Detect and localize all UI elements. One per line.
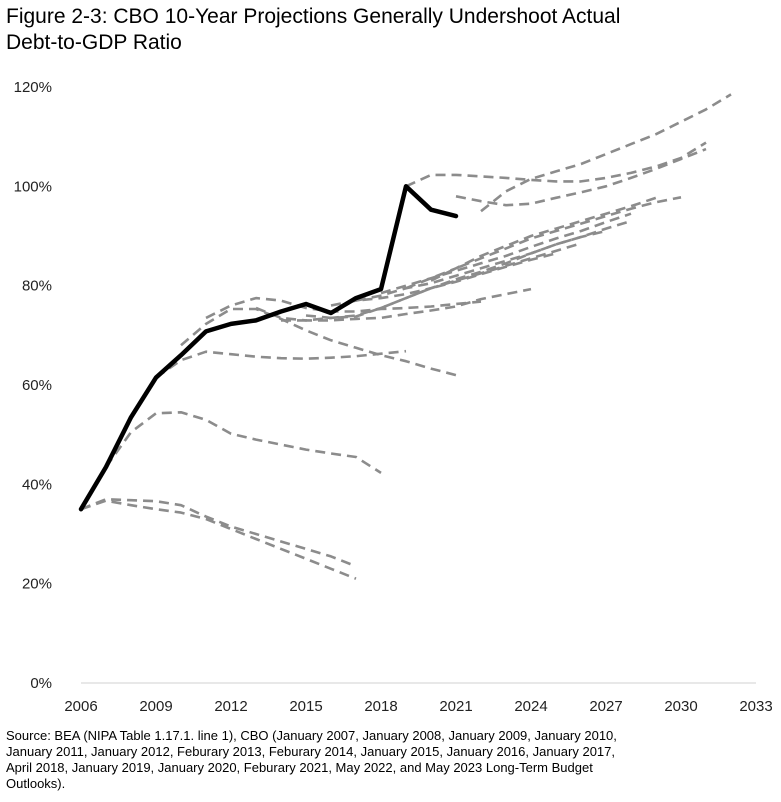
projection-line-16 [480,93,732,213]
projection-line-13 [405,196,657,290]
y-tick-label: 0% [30,675,52,692]
source-line-3: April 2018, January 2019, January 2020, … [6,760,593,775]
x-tick-label: 2006 [64,698,97,715]
y-tick-label: 80% [22,278,52,295]
projection-line-4 [155,349,407,379]
actual-debt-line [78,184,459,512]
x-tick-label: 2021 [439,698,472,715]
projection-line-1 [80,497,357,568]
x-tick-label: 2009 [139,698,172,715]
y-tick-label: 100% [14,178,52,195]
chart-title-line-1: Figure 2-3: CBO 10-Year Projections Gene… [6,5,621,28]
projection-line-6 [205,296,482,320]
x-tick-label: 2015 [289,698,322,715]
projection-lines [80,93,732,580]
y-tick-label: 20% [22,576,52,593]
x-axis-labels: 2006 2009 2012 2015 2018 2021 2024 2027 2030 2033 [64,698,772,715]
x-tick-label: 2030 [664,698,697,715]
projection-line-14 [430,196,682,282]
projection-line-3 [104,410,382,474]
y-axis-labels: 0% 20% 40% 60% 80% 100% 120% [14,79,52,692]
projection-line-5 [180,307,457,377]
x-tick-label: 2024 [514,698,547,715]
y-tick-label: 60% [22,377,52,394]
projection-line-2 [80,499,357,580]
x-tick-label: 2012 [214,698,247,715]
projection-line-17 [405,141,707,188]
source-line-4: Outlooks). [6,776,66,791]
source-line-2: January 2011, January 2012, Feburary 201… [6,744,615,759]
y-tick-label: 40% [22,476,52,493]
debt-to-gdp-chart: 0%20%40%60%80%100%120% 2006 2009 2012 2015 2… [14,79,773,715]
chart-title: Figure 2-3: CBO 10-Year Projections Gene… [6,4,776,56]
y-tick-label: 120% [14,79,52,96]
projection-line-15 [455,147,707,207]
x-tick-label: 2033 [739,698,772,715]
actual-line-group [78,184,459,512]
x-tick-label: 2018 [364,698,397,715]
chart-title-line-2: Debt-to-GDP Ratio [6,31,182,54]
source-note: Source: BEA (NIPA Table 1.17.1. line 1),… [6,728,776,792]
x-tick-label: 2027 [589,698,622,715]
source-line-1: Source: BEA (NIPA Table 1.17.1. line 1),… [6,728,617,743]
projection-line-7 [255,287,532,322]
projection-line-12 [380,212,632,295]
